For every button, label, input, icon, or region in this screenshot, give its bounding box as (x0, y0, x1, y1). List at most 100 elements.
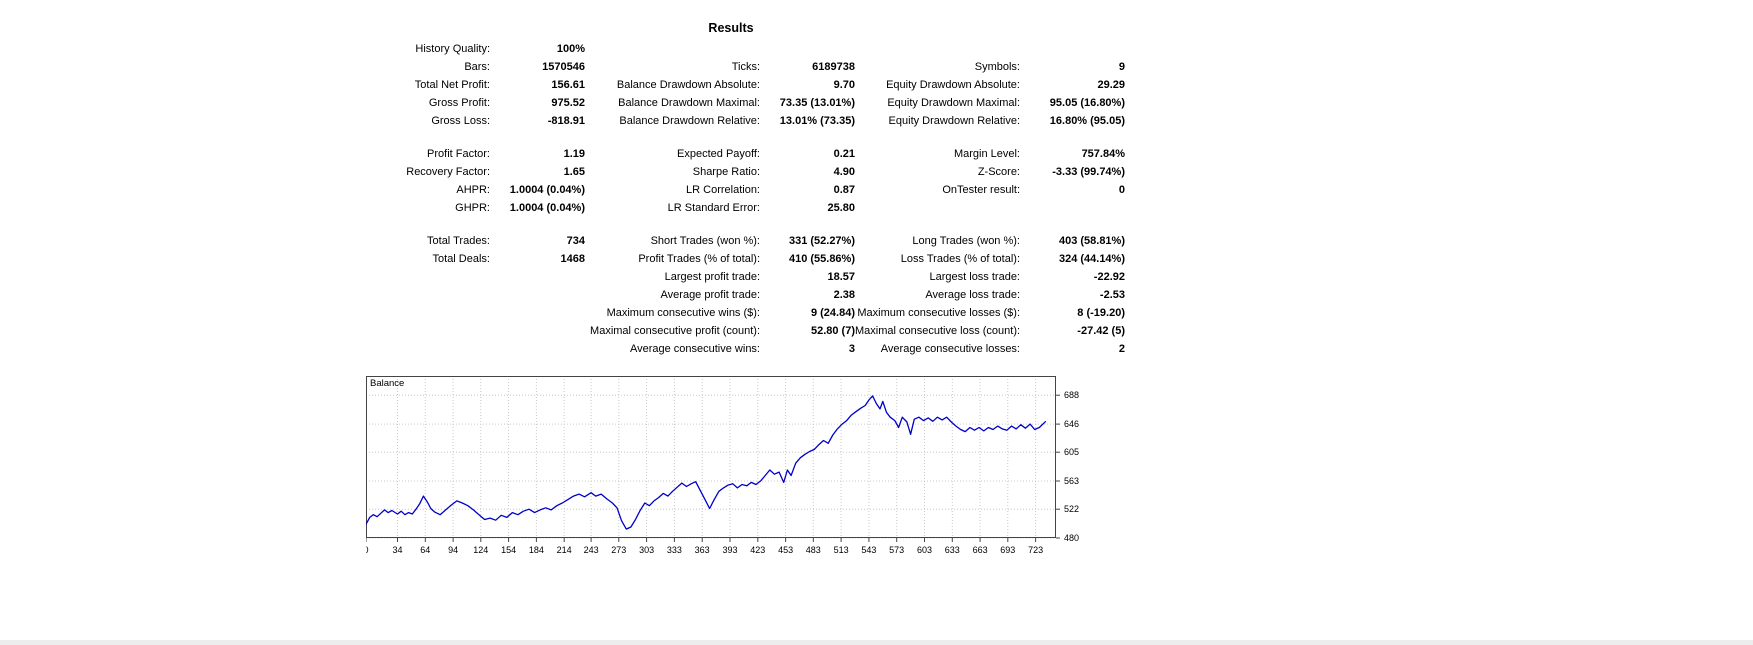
stats-row: Gross Loss: -818.91 Balance Drawdown Relat… (365, 112, 1125, 130)
stat-label (365, 268, 490, 286)
stat-label: AHPR: (456, 184, 490, 196)
x-tick-label: 243 (584, 545, 599, 555)
stat-label: Z-Score: (977, 166, 1020, 178)
stat-value: 73.35 (13.01%) (779, 97, 855, 109)
stat-value: 0.87 (833, 184, 855, 196)
stat-value: 18.57 (827, 271, 855, 283)
stat-label (855, 199, 1020, 217)
stats-row: Recovery Factor: 1.65 Sharpe Ratio: 4.90 Z-S… (365, 163, 1125, 181)
stat-label: Equity Drawdown Relative: (888, 115, 1020, 127)
y-tick-label: 480 (1064, 533, 1079, 543)
stats-row: Bars: 1570546 Ticks: 6189738 Symbols: 9 (365, 58, 1125, 76)
balance-chart: 688 646 605 563 522 480 0 34 64 94 124 154 184 214 243… (363, 376, 1111, 562)
plot-frame (366, 376, 1056, 538)
stat-label: Expected Payoff: (677, 148, 760, 160)
stat-value: 757.84% (1081, 148, 1125, 160)
page-title: Results (708, 21, 754, 35)
row-spacer (365, 217, 1125, 232)
stat-label: Average loss trade: (925, 289, 1020, 301)
stats-row: GHPR: 1.0004 (0.04%) LR Standard Error: 25.… (365, 199, 1125, 217)
stats-row: AHPR: 1.0004 (0.04%) LR Correlation: 0.87 On… (365, 181, 1125, 199)
x-tick-label: 573 (889, 545, 904, 555)
stat-label: Largest profit trade: (664, 271, 760, 283)
stat-value (1020, 40, 1125, 58)
stats-row: Average profit trade: 2.38 Average loss tr… (365, 286, 1125, 304)
x-tick-label: 214 (557, 545, 572, 555)
stat-label (585, 40, 760, 58)
stat-value: 9 (24.84) (810, 307, 855, 319)
stat-value: 1.0004 (0.04%) (509, 184, 585, 196)
stat-value: 1.65 (563, 166, 585, 178)
stat-value: -818.91 (547, 115, 585, 127)
stat-label: Short Trades (won %): (650, 235, 760, 247)
stat-value: 25.80 (827, 202, 855, 214)
stat-value: 3 (848, 343, 855, 355)
stat-label: Balance Drawdown Maximal: (618, 97, 760, 109)
stat-label: Maximum consecutive losses ($): (857, 307, 1020, 319)
stat-value: 2.38 (833, 289, 855, 301)
stat-value: 2 (1118, 343, 1125, 355)
stat-value: 324 (44.14%) (1058, 253, 1125, 265)
stat-label: Average profit trade: (660, 289, 760, 301)
stat-value: 13.01% (73.35) (779, 115, 855, 127)
stat-label: Sharpe Ratio: (692, 166, 760, 178)
stat-value: 1468 (560, 253, 585, 265)
stat-label (365, 304, 490, 322)
stat-value: 331 (52.27%) (788, 235, 855, 247)
stat-label: Maximum consecutive wins ($): (606, 307, 760, 319)
stat-value: 734 (566, 235, 585, 247)
stats-row: Total Trades: 734 Short Trades (won %): 331… (365, 232, 1125, 250)
x-tick-label: 663 (973, 545, 988, 555)
chart-title: Balance (370, 378, 404, 389)
x-tick-label: 423 (750, 545, 765, 555)
stat-label: History Quality: (415, 43, 490, 55)
stat-label (365, 322, 490, 340)
stat-label (365, 340, 490, 358)
x-tick-label: 124 (473, 545, 488, 555)
stat-value: 1570546 (542, 61, 585, 73)
stat-value (490, 268, 585, 286)
stat-value (490, 340, 585, 358)
stat-label: Long Trades (won %): (912, 235, 1020, 247)
stat-label: LR Correlation: (686, 184, 760, 196)
stat-label: Profit Trades (% of total): (638, 253, 760, 265)
stat-label: Largest loss trade: (929, 271, 1021, 283)
stat-label: Recovery Factor: (406, 166, 490, 178)
stat-value: 0.21 (833, 148, 855, 160)
x-tick-label: 513 (834, 545, 849, 555)
stat-label: Maximal consecutive loss (count): (855, 325, 1021, 337)
x-tick-label: 393 (722, 545, 737, 555)
stat-value: 4.90 (833, 166, 855, 178)
stat-value (490, 286, 585, 304)
stat-label: Average consecutive losses: (880, 343, 1020, 355)
stat-label (855, 40, 1020, 58)
row-spacer (365, 130, 1125, 145)
stats-row: Total Deals: 1468 Profit Trades (% of tota… (365, 250, 1125, 268)
stat-value: -3.33 (99.74%) (1052, 166, 1125, 178)
x-tick-label: 34 (392, 545, 402, 555)
stat-value: 16.80% (95.05) (1049, 115, 1125, 127)
x-tick-label: 94 (448, 545, 458, 555)
stat-value: 9.70 (833, 79, 855, 91)
y-tick-label: 563 (1064, 476, 1079, 486)
stat-label: Gross Loss: (431, 115, 490, 127)
stats-row: Gross Profit: 975.52 Balance Drawdown Maxi… (365, 94, 1125, 112)
x-tick-label: 453 (778, 545, 793, 555)
stat-label: LR Standard Error: (667, 202, 760, 214)
x-tick-label: 333 (667, 545, 682, 555)
stat-value: 0 (1118, 184, 1125, 196)
stat-label: Average consecutive wins: (629, 343, 760, 355)
balance-line (365, 395, 1047, 530)
stat-value: 8 (-19.20) (1077, 307, 1125, 319)
stat-value: 29.29 (1097, 79, 1125, 91)
y-tick-label: 522 (1064, 504, 1079, 514)
x-tick-label: 303 (639, 545, 654, 555)
stat-label: Loss Trades (% of total): (900, 253, 1020, 265)
stat-label: Ticks: (731, 61, 760, 73)
stat-value: 1.19 (563, 148, 585, 160)
stat-value: -22.92 (1093, 271, 1125, 283)
stat-value: -27.42 (5) (1077, 325, 1125, 337)
window-bottom-edge (0, 640, 1753, 645)
stat-value: 9 (1118, 61, 1125, 73)
stats-row: Total Net Profit: 156.61 Balance Drawdown … (365, 76, 1125, 94)
